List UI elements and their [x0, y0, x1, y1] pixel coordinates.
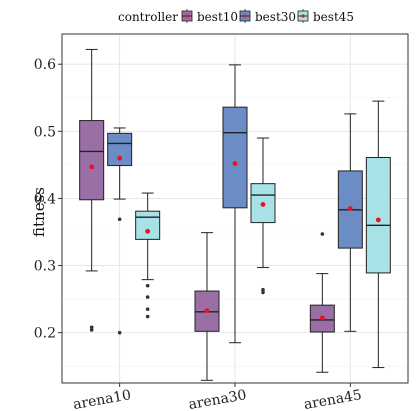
legend-key-mean [243, 14, 247, 18]
plot-area: 0.2 0.3 0.4 0.5 0.6 arena10 arena30 arena45 [34, 33, 409, 411]
legend: controller best10 best30 best45 [118, 9, 354, 24]
y-tick-label: 0.4 [34, 191, 56, 207]
y-tick-label: 0.6 [34, 57, 56, 73]
box-mean-point [319, 315, 325, 321]
box-best10-arena30 [194, 232, 220, 381]
x-tick-label: arena30 [187, 387, 247, 411]
outlier-point [261, 290, 265, 295]
outlier-point [89, 328, 94, 332]
outlier-point [145, 283, 150, 288]
box-mean-point [89, 164, 95, 170]
box-best30-arena10 [107, 127, 133, 335]
box-iqr [79, 120, 105, 201]
legend-label: best30 [255, 10, 296, 24]
y-tick-label: 0.3 [34, 259, 56, 275]
legend-item-best10: best10 [181, 9, 238, 24]
box-mean-point [145, 228, 151, 234]
box-best45-arena10 [135, 192, 161, 319]
box-best45-arena45 [365, 100, 391, 369]
box-mean-point [375, 217, 381, 223]
box-best10-arena45 [309, 232, 335, 373]
x-tick-label: arena45 [303, 387, 363, 411]
box-mean-point [232, 161, 238, 166]
box-iqr [222, 106, 248, 209]
legend-title: controller [118, 10, 178, 24]
box-mean-point [260, 202, 266, 207]
legend-key-mean [185, 14, 189, 18]
legend-label: best45 [313, 10, 354, 24]
box-iqr [135, 210, 161, 240]
y-tick-label: 0.5 [34, 124, 56, 140]
box-iqr [365, 156, 391, 274]
outlier-point [145, 314, 150, 319]
box-mean-point [347, 206, 353, 211]
outlier-point [261, 287, 265, 292]
box-iqr [107, 132, 133, 167]
legend-item-best30: best30 [239, 9, 296, 24]
legend-item-best45: best45 [297, 9, 354, 24]
box-best10-arena10 [79, 48, 105, 332]
outlier-point [117, 330, 122, 335]
x-tick-label: arena10 [72, 387, 132, 411]
legend-label: best10 [197, 10, 238, 24]
y-axis-title: fitness [30, 187, 48, 237]
box-mean-point [204, 308, 210, 313]
outlier-point [145, 307, 150, 311]
legend-key-mean [301, 14, 305, 18]
outlier-point [117, 217, 122, 222]
outlier-point [89, 325, 94, 330]
box-mean-point [117, 155, 123, 161]
box-best45-arena30 [250, 137, 276, 295]
box-best30-arena45 [337, 113, 363, 332]
outlier-point [320, 232, 325, 236]
box-best30-arena30 [222, 64, 248, 344]
y-tick-label: 0.2 [34, 326, 56, 342]
outlier-point [145, 295, 150, 299]
